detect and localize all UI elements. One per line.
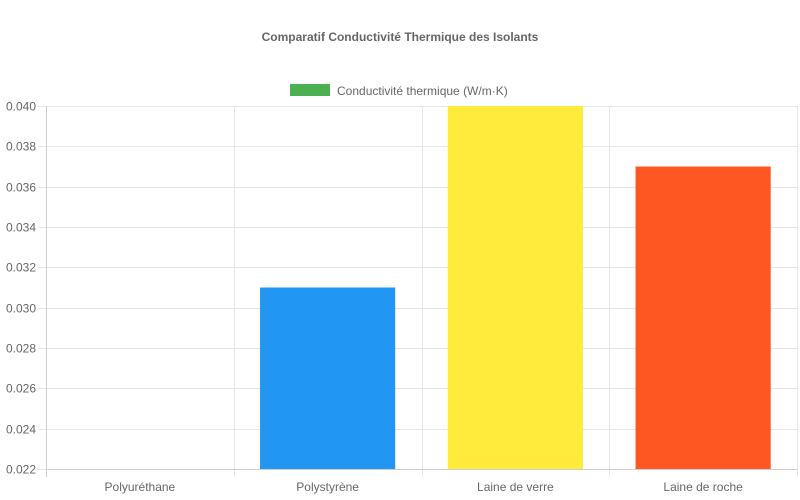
x-tick-label: Polyuréthane [105,480,176,494]
y-tick-label: 0.032 [6,261,36,275]
legend[interactable]: Conductivité thermique (W/m·K) [290,84,508,98]
y-tick-label: 0.036 [6,181,36,195]
y-tick-label: 0.022 [6,463,36,477]
y-tick-label: 0.024 [6,423,36,437]
legend-label[interactable]: Conductivité thermique (W/m·K) [337,84,508,98]
gridlines [38,106,798,477]
y-tick-label: 0.034 [6,221,36,235]
bar[interactable] [635,166,771,470]
x-tick-label: Laine de verre [477,480,554,494]
legend-swatch[interactable] [290,84,330,96]
bar[interactable] [260,287,396,470]
y-tick-label: 0.040 [6,100,36,114]
chart-title: Comparatif Conductivité Thermique des Is… [262,30,539,44]
y-tick-label: 0.030 [6,302,36,316]
y-tick-label: 0.026 [6,382,36,396]
x-tick-label: Laine de roche [663,480,743,494]
x-axis-ticks: Polyuréthane Polystyrène Laine de verre Lai… [105,480,744,494]
y-axis-ticks: 0.022 0.024 0.026 0.028 0.030 0.032 0.034 0.036… [6,100,36,477]
bars [260,106,771,469]
y-tick-label: 0.028 [6,342,36,356]
x-tick-label: Polystyrène [296,480,359,494]
y-tick-label: 0.038 [6,140,36,154]
bar[interactable] [447,106,583,469]
